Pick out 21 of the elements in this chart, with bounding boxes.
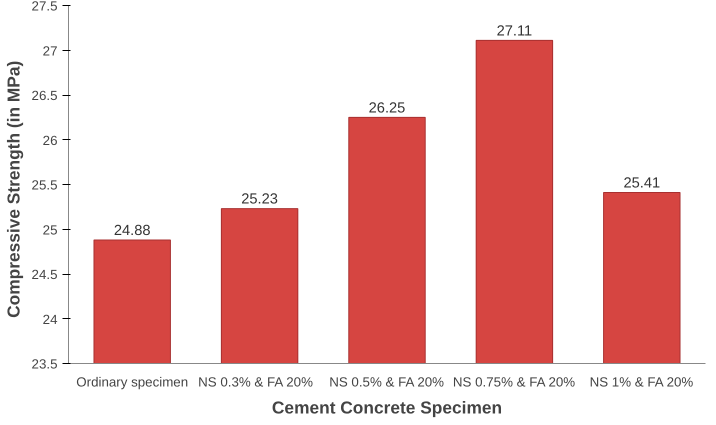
x-tick-label: NS 0.75% & FA 20%	[452, 374, 576, 390]
x-tick-label: NS 1% & FA 20%	[590, 374, 694, 390]
y-axis-title: Compressive Strength (in MPa)	[4, 60, 24, 318]
data-label: 24.88	[114, 222, 151, 239]
data-label: 25.23	[241, 192, 278, 208]
y-tick-label: 25.5	[32, 178, 58, 192]
data-label: 27.11	[496, 23, 532, 40]
data-label: 26.25	[368, 100, 406, 116]
y-tick-label: 25	[42, 222, 58, 238]
y-tick-label: 27	[42, 43, 58, 58]
y-tick-label: 23.5	[32, 356, 58, 372]
data-label: 25.41	[623, 176, 660, 192]
x-tick-label: NS 0.5% & FA 20%	[329, 374, 444, 390]
x-tick-label: NS 0.3% & FA 20%	[198, 374, 314, 390]
y-tick-label: 24	[42, 312, 58, 327]
y-tick-label: 26.5	[32, 88, 58, 103]
y-tick-label: 24.5	[32, 267, 58, 282]
x-tick-label: Ordinary specimen	[76, 374, 188, 390]
x-axis-title: Cement Concrete Specimen	[272, 398, 502, 418]
y-tick-label: 26	[42, 132, 58, 148]
y-tick-label: 27.5	[32, 0, 58, 14]
